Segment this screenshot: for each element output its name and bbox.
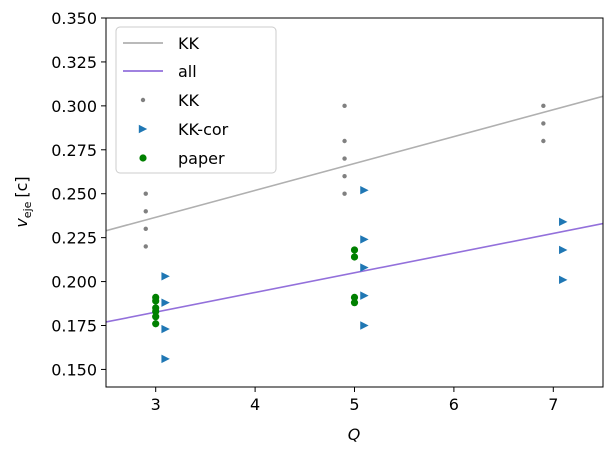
legend-label-1: all [178, 62, 197, 81]
legend-item-4: paper [139, 149, 225, 168]
point-paper-1 [152, 297, 160, 305]
point-KK-cor-1 [161, 298, 170, 307]
point-KK-4 [342, 103, 347, 109]
x-tick-label-7: 7 [548, 395, 558, 414]
series-KK-cor [161, 186, 568, 364]
point-KK-cor-9 [559, 217, 568, 227]
legend-item-0: KK [123, 34, 199, 53]
legend-label-2: KK [178, 91, 199, 110]
point-KK-cor-0 [161, 272, 170, 281]
point-paper-3 [152, 307, 160, 316]
point-KK-cor-3 [161, 354, 170, 364]
x-tick-label-6: 6 [449, 395, 459, 414]
y-tick-label-7: 0.325 [51, 53, 97, 72]
point-KK-7 [342, 173, 347, 179]
point-KK-cor-4 [360, 186, 369, 195]
point-KK-5 [342, 138, 347, 144]
legend-item-3: KK-cor [138, 120, 229, 139]
point-KK-0 [143, 191, 148, 196]
series-paper [152, 246, 359, 328]
y-tick-label-2: 0.200 [51, 273, 97, 292]
point-KK-2 [143, 226, 148, 232]
y-tick-label-0: 0.150 [51, 360, 97, 379]
y-axis-label-unit: [c] [12, 176, 31, 197]
point-KK-cor-6 [360, 263, 369, 272]
legend-item-2: KK [140, 91, 199, 110]
x-tick-label-5: 5 [349, 395, 359, 414]
y-axis-label: veje [c] [12, 176, 34, 227]
point-KK-cor-8 [360, 321, 369, 330]
y-tick-label-4: 0.250 [51, 185, 97, 204]
point-KK-8 [342, 191, 347, 196]
point-paper-8 [350, 293, 359, 301]
x-tick-label-3: 3 [151, 395, 161, 414]
point-KK-cor-5 [360, 235, 369, 244]
point-KK-6 [342, 156, 347, 161]
x-axis: 3 4 5 6 7 [151, 387, 558, 414]
point-KK-cor-11 [559, 275, 568, 285]
point-KK-9 [541, 103, 546, 109]
point-KK-1 [143, 209, 148, 214]
fit-line-KK [106, 95, 603, 232]
fit-lines [106, 95, 603, 323]
point-KK-10 [541, 121, 546, 126]
legend-label-0: KK [178, 34, 199, 53]
point-paper-7 [350, 253, 359, 261]
legend-label-3: KK-cor [178, 120, 229, 139]
point-KK-3 [143, 244, 148, 249]
point-KK-11 [541, 138, 546, 144]
legend: KK all KK KK-cor paper [115, 26, 277, 174]
y-tick-label-1: 0.175 [51, 317, 97, 336]
legend-swatch-3 [138, 124, 148, 134]
y-tick-label-3: 0.225 [51, 229, 97, 248]
point-KK-cor-2 [161, 324, 170, 334]
point-paper-5 [152, 320, 160, 328]
y-axis-label-sub: eje [21, 201, 34, 218]
legend-swatch-2 [140, 97, 146, 103]
x-axis-label: Q [348, 425, 361, 444]
point-KK-cor-7 [360, 291, 369, 300]
point-paper-6 [350, 246, 359, 254]
legend-item-1: all [123, 62, 197, 81]
y-tick-label-5: 0.275 [51, 141, 97, 160]
fit-line-all [106, 222, 603, 323]
legend-box [115, 26, 277, 174]
y-tick-label-6: 0.300 [51, 97, 97, 116]
x-tick-label-4: 4 [250, 395, 260, 414]
legend-label-4: paper [178, 149, 225, 168]
point-paper-9 [350, 299, 359, 307]
y-tick-label-8: 0.350 [51, 9, 97, 28]
y-axis: 0.150 0.175 0.200 0.225 0.250 0.275 0.300 0.325… [51, 9, 106, 379]
data-points [143, 103, 568, 364]
series-KK [143, 103, 546, 249]
point-KK-cor-10 [559, 245, 568, 255]
legend-swatch-4 [139, 154, 147, 162]
point-paper-4 [152, 313, 160, 321]
y-axis-label-main: v [12, 218, 31, 228]
